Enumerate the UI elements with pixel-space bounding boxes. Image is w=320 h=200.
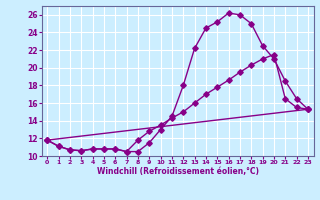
X-axis label: Windchill (Refroidissement éolien,°C): Windchill (Refroidissement éolien,°C) [97, 167, 259, 176]
